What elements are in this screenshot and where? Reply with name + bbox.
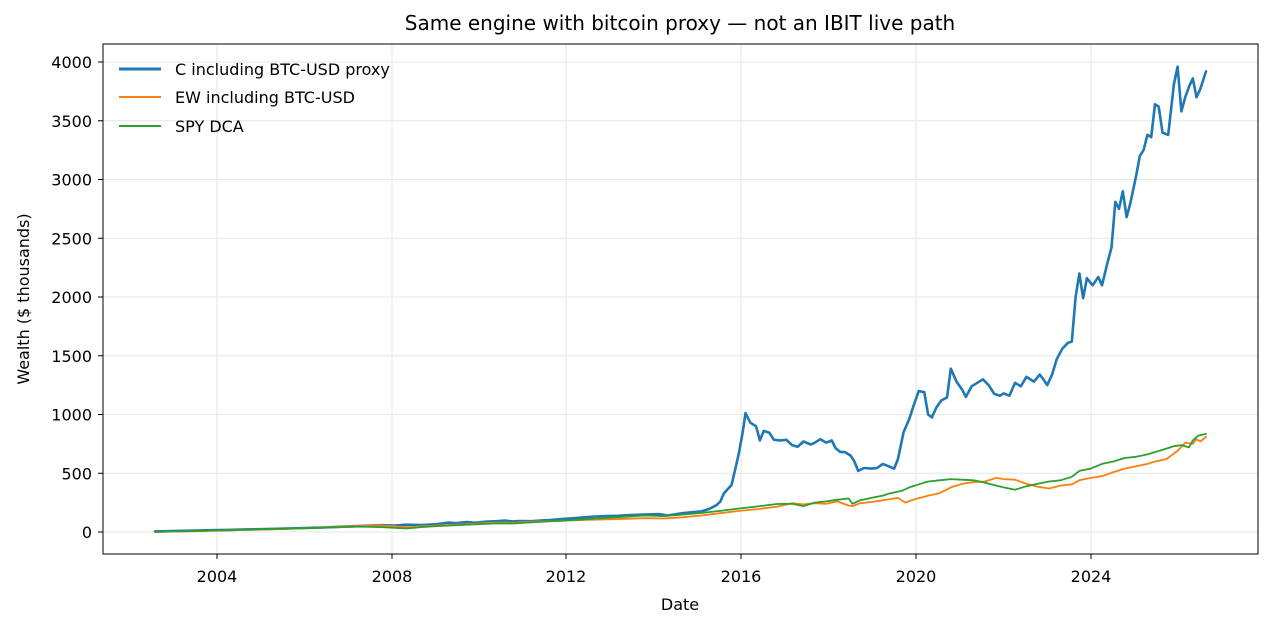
chart-title: Same engine with bitcoin proxy — not an … [405, 11, 955, 35]
series-spy-dca-line [154, 433, 1207, 533]
y-axis-label: Wealth ($ thousands) [14, 213, 33, 384]
legend-label-c-btc: C including BTC-USD proxy [175, 60, 390, 79]
y-tick-label: 2500 [51, 229, 92, 248]
x-tick-label: 2012 [546, 567, 587, 586]
x-axis-label: Date [661, 595, 699, 614]
x-tick-label: 2004 [197, 567, 238, 586]
y-tick-label: 3000 [51, 171, 92, 190]
x-axis-ticks: 2004 2008 2012 2016 2020 2024 [197, 554, 1112, 586]
y-tick-label: 4000 [51, 53, 92, 72]
y-tick-label: 3500 [51, 112, 92, 131]
x-tick-label: 2008 [372, 567, 413, 586]
legend: C including BTC-USD proxy EW including B… [119, 60, 390, 136]
series-lines [153, 65, 1208, 533]
y-tick-label: 500 [61, 464, 92, 483]
legend-label-spy-dca: SPY DCA [175, 117, 244, 136]
x-tick-label: 2024 [1071, 567, 1112, 586]
y-tick-label: 2000 [51, 288, 92, 307]
x-tick-label: 2016 [721, 567, 762, 586]
series-c-btc-line [153, 65, 1208, 533]
grid [103, 44, 1258, 554]
x-tick-label: 2020 [896, 567, 937, 586]
y-tick-label: 1500 [51, 347, 92, 366]
y-tick-label: 1000 [51, 406, 92, 425]
y-axis-ticks: 0 500 1000 1500 2000 2500 3000 3500 4000 [51, 53, 103, 542]
y-tick-label: 0 [82, 523, 92, 542]
plot-frame [102, 43, 1259, 555]
series-ew-btc-line [154, 435, 1207, 533]
legend-label-ew-btc: EW including BTC-USD [175, 88, 355, 107]
